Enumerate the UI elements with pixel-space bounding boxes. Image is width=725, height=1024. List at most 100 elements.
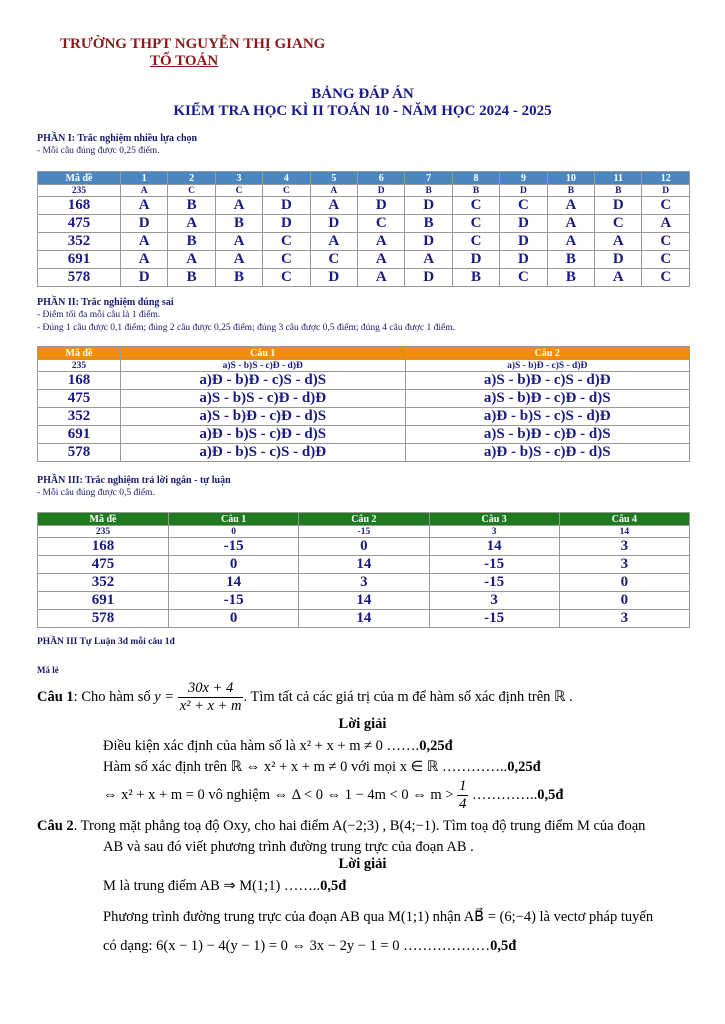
part3-note: - Mỗi câu đúng được 0,5 điểm. [37, 488, 155, 498]
answer-cell: -15 [428, 555, 560, 574]
column-header: Mã đề [37, 512, 169, 526]
table-row: 168 A B A D A D D C C A D C [37, 196, 690, 215]
answer-cell: D [262, 196, 311, 215]
table-header-row: Mã đề 1 2 3 4 5 6 7 8 9 10 11 12 [37, 171, 690, 185]
answer-cell: a)S - b)Đ - c)Đ - d)S [120, 407, 406, 426]
answer-cell: 3 [558, 609, 691, 628]
department: TỔ TOÁN [150, 53, 219, 69]
part2-table: Mã đề Câu 1 Câu 2 235 a)S - b)S - c)Đ - d)Đ a… [37, 346, 690, 462]
answer-cell: A [167, 250, 216, 269]
answer-cell: A [119, 184, 169, 197]
q1-step-3-points: 0,5đ [537, 786, 564, 803]
answer-cell: A [594, 232, 643, 251]
answer-cell: 14 [558, 525, 691, 538]
table-row: 578 D B B C D A D B C B A C [37, 268, 690, 287]
answer-cell: a)S - b)Đ - c)Đ - d)S [404, 425, 690, 444]
question-1: Câu 1: Cho hàm số y = 30x + 4 x² + x + m.… [37, 680, 573, 715]
table-row: 691 -15 14 3 0 [37, 591, 691, 610]
exam-code-cell: 352 [37, 407, 121, 426]
table-row: 578 a)Đ - b)S - c)S - d)Đ a)Đ - b)S - c)Đ … [37, 443, 690, 462]
table-row: 475 0 14 -15 3 [37, 555, 691, 574]
answer-cell: C [451, 214, 501, 233]
answer-cell: 14 [298, 591, 430, 610]
q1-step-1-text: Điều kiện xác định của hàm số là x² + x … [103, 738, 420, 754]
q2-intro: . Trong mặt phẳng toạ độ Oxy, cho hai đi… [73, 818, 646, 834]
column-header: 9 [499, 171, 548, 185]
column-header: 5 [309, 171, 359, 185]
column-header: 12 [641, 171, 690, 185]
doc-subtitle: KIỂM TRA HỌC KÌ II TOÁN 10 - NĂM HỌC 202… [173, 103, 552, 119]
answer-cell: D [309, 268, 359, 287]
answer-cell: A [357, 232, 406, 251]
answer-cell: A [641, 214, 690, 233]
q1-rest: . Tìm tất cả các giá trị của m để hàm số… [243, 688, 573, 705]
answer-cell: A [214, 250, 264, 269]
exam-code-cell: 168 [37, 537, 169, 556]
part2-note-1: - Điểm tối đa mỗi câu là 1 điểm. [37, 310, 161, 320]
q1-step-1: Điều kiện xác định của hàm số là x² + x … [103, 738, 453, 755]
answer-cell: C [262, 250, 311, 269]
answer-cell: a)S - b)Đ - c)S - d)Đ [404, 359, 690, 372]
answer-cell: B [546, 268, 596, 287]
answer-cell: -15 [167, 591, 300, 610]
answer-cell: a)Đ - b)S - c)S - d)Đ [120, 443, 406, 462]
answer-cell: a)S - b)Đ - c)S - d)Đ [404, 371, 690, 390]
q2-step-2: Phương trình đường trung trực của đoạn A… [103, 909, 654, 925]
answer-cell: A [167, 214, 216, 233]
answer-cell: 14 [298, 555, 430, 574]
school-name: TRƯỜNG THPT NGUYỄN THỊ GIANG [60, 36, 326, 52]
answer-cell: 3 [558, 537, 691, 556]
exam-code-cell: 691 [37, 250, 121, 269]
answer-cell: C [641, 250, 690, 269]
part2-note-2: - Đúng 1 câu được 0,1 điểm; đúng 2 câu đ… [37, 323, 455, 333]
answer-cell: D [404, 232, 453, 251]
table-row: 352 a)S - b)Đ - c)Đ - d)S a)Đ - b)S - c)S … [37, 407, 690, 426]
answer-cell: 0 [298, 537, 430, 556]
answer-cell: B [451, 268, 501, 287]
q1-fraction: 30x + 4 x² + x + m [177, 680, 244, 715]
answer-cell: a)Đ - b)S - c)S - d)Đ [404, 407, 690, 426]
answer-cell: B [594, 184, 643, 197]
answer-cell: A [594, 268, 643, 287]
exam-code-label: Mã lẻ [37, 665, 59, 675]
answer-cell: 0 [167, 525, 300, 538]
answer-cell: D [499, 232, 548, 251]
answer-cell: D [594, 250, 643, 269]
essay-title: PHẦN III Tự Luận 3đ mỗi câu 1đ [37, 637, 175, 647]
answer-cell: C [262, 232, 311, 251]
table-header-row: Mã đề Câu 1 Câu 2 [37, 346, 690, 360]
answer-cell: D [594, 196, 643, 215]
answer-cell: B [167, 196, 216, 215]
q1-step-2: Hàm số xác định trên ℝ ⇔ x² + x + m ≠ 0 … [103, 759, 541, 776]
answer-cell: 14 [428, 537, 560, 556]
doc-title: BẢNG ĐÁP ÁN [311, 86, 414, 102]
answer-cell: A [357, 268, 406, 287]
answer-cell: 0 [558, 591, 691, 610]
answer-cell: B [451, 184, 501, 197]
answer-cell: A [309, 184, 359, 197]
answer-cell: C [357, 214, 406, 233]
column-header: Mã đề [37, 171, 121, 185]
table-row: 168 a)Đ - b)Đ - c)S - d)S a)S - b)Đ - c)S … [37, 371, 690, 390]
table-row: 168 -15 0 14 3 [37, 537, 691, 556]
answer-cell: D [119, 214, 169, 233]
answer-cell: D [357, 184, 406, 197]
answer-cell: A [309, 232, 359, 251]
column-header: 6 [357, 171, 406, 185]
dots: ………….. [468, 786, 538, 803]
q2-solution-heading: Lời giải [338, 856, 387, 872]
answer-cell: C [262, 184, 311, 197]
answer-cell: B [404, 214, 453, 233]
q1-solution-heading: Lời giải [338, 716, 387, 732]
answer-cell: C [309, 250, 359, 269]
column-header: Câu 2 [298, 512, 430, 526]
q1-numerator: 30x + 4 [177, 680, 244, 698]
part2-title: PHẦN II: Trắc nghiệm đúng sai [37, 297, 174, 308]
answer-cell: C [641, 268, 690, 287]
table-row: 235 A C C C A D B B D B B D [37, 184, 690, 197]
answer-cell: 0 [167, 609, 300, 628]
answer-cell: A [309, 196, 359, 215]
answer-cell: A [214, 232, 264, 251]
part1-title: PHẦN I: Trắc nghiệm nhiều lựa chọn [37, 133, 198, 144]
